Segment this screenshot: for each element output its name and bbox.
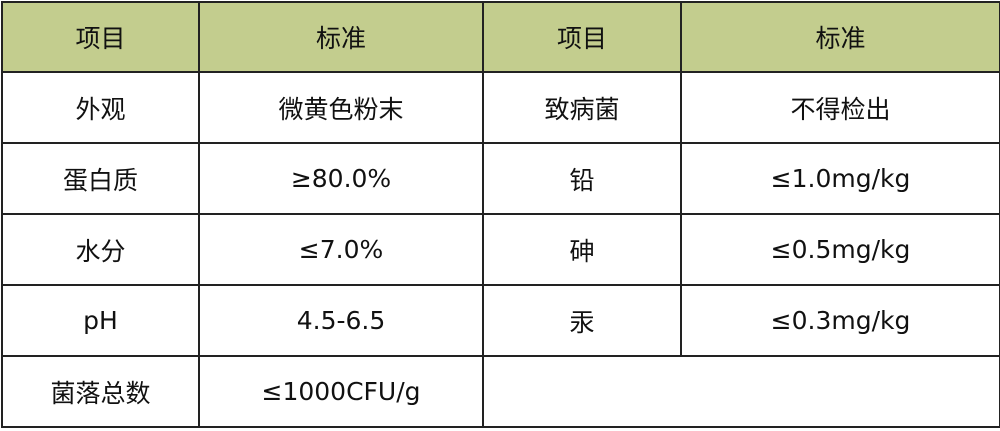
cell: ≤0.5mg/kg: [680, 213, 1000, 286]
cell: 铅: [482, 142, 682, 215]
cell: 微黄色粉末: [198, 71, 484, 144]
cell: pH: [1, 284, 200, 357]
table-row: 蛋白质 ≥80.0% 铅 ≤1.0mg/kg: [1, 142, 1000, 215]
header-item: 项目: [482, 1, 682, 73]
cell: 不得检出: [680, 71, 1000, 144]
cell: 菌落总数: [1, 355, 200, 428]
header-item: 项目: [1, 1, 200, 73]
table-row: 水分 ≤7.0% 砷 ≤0.5mg/kg: [1, 213, 1000, 286]
table-row: 菌落总数 ≤1000CFU/g: [1, 355, 1000, 428]
header-standard: 标准: [198, 1, 484, 73]
cell: 汞: [482, 284, 682, 357]
cell: 蛋白质: [1, 142, 200, 215]
cell: ≤1.0mg/kg: [680, 142, 1000, 215]
cell: 水分: [1, 213, 200, 286]
cell: ≥80.0%: [198, 142, 484, 215]
cell: ≤7.0%: [198, 213, 484, 286]
cell: ≤1000CFU/g: [198, 355, 484, 428]
empty-merged-cell: [482, 355, 1000, 428]
cell: 4.5-6.5: [198, 284, 484, 357]
cell: 外观: [1, 71, 200, 144]
table-row: pH 4.5-6.5 汞 ≤0.3mg/kg: [1, 284, 1000, 357]
cell: ≤0.3mg/kg: [680, 284, 1000, 357]
table-row: 外观 微黄色粉末 致病菌 不得检出: [1, 71, 1000, 144]
cell: 致病菌: [482, 71, 682, 144]
cell: 砷: [482, 213, 682, 286]
header-row: 项目 标准 项目 标准: [1, 1, 1000, 73]
header-standard: 标准: [680, 1, 1000, 73]
